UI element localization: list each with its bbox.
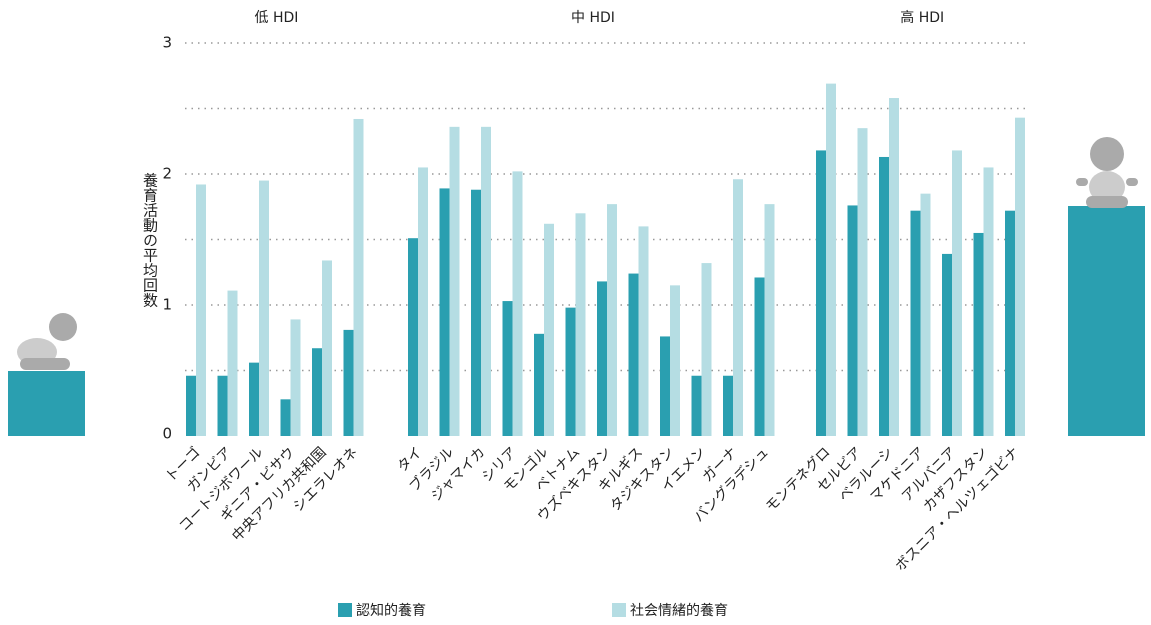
group-label: 高 HDI [900,9,944,26]
bar [973,232,984,436]
crawling-baby-icon [17,313,77,370]
bar [952,150,962,437]
bar [227,290,238,436]
bar [638,226,649,436]
bar [196,184,206,436]
y-axis-label: 養育活動の平均回数 [141,173,159,308]
bar [259,180,269,436]
bar [920,193,931,436]
bar [290,319,301,436]
bar [280,399,291,436]
bar [186,375,196,436]
bar [754,277,765,436]
bar [723,375,733,436]
bar [607,204,617,436]
bar [816,150,826,437]
bar [249,362,259,436]
bar [1005,210,1015,436]
bar [691,375,702,436]
bar [534,333,544,436]
bar [408,238,418,436]
bar [544,223,554,436]
group-label: 低 HDI [255,10,299,26]
bar [343,329,354,436]
y-tick-label: 2 [162,165,172,183]
bar [733,179,743,437]
bar [502,301,513,436]
bar [847,205,858,436]
bar [764,204,775,436]
bar [471,189,481,436]
y-tick-label: 1 [162,296,172,314]
legend-label: 認知的養育 [356,602,426,619]
group-label: 中 HDI [571,10,615,26]
y-tick-label: 0 [162,425,172,443]
bar [512,171,523,436]
bar [312,348,322,436]
bar [439,188,450,436]
bar [575,213,586,436]
sitting-baby-icon [1076,137,1138,208]
bar [597,281,607,436]
bar [418,167,428,436]
y-tick-label: 3 [162,34,172,52]
legend-swatch [338,603,352,617]
bar [670,285,680,436]
bar [565,307,576,436]
bar [983,167,994,436]
bar [942,253,952,436]
bar [628,273,639,436]
bar [449,126,460,436]
bar [701,263,712,436]
bar [481,126,491,436]
bar [826,83,836,437]
decor-block [1068,206,1145,436]
bar [660,336,670,436]
legend-swatch [612,603,626,617]
bar [1015,117,1025,437]
decor-block [8,371,85,436]
bar [353,118,364,436]
bar [879,156,889,436]
bar [322,260,332,436]
bar [889,98,899,437]
bar [910,210,921,436]
legend-label: 社会情緒的養育 [630,602,728,619]
bar [857,128,868,436]
bar [217,375,228,436]
